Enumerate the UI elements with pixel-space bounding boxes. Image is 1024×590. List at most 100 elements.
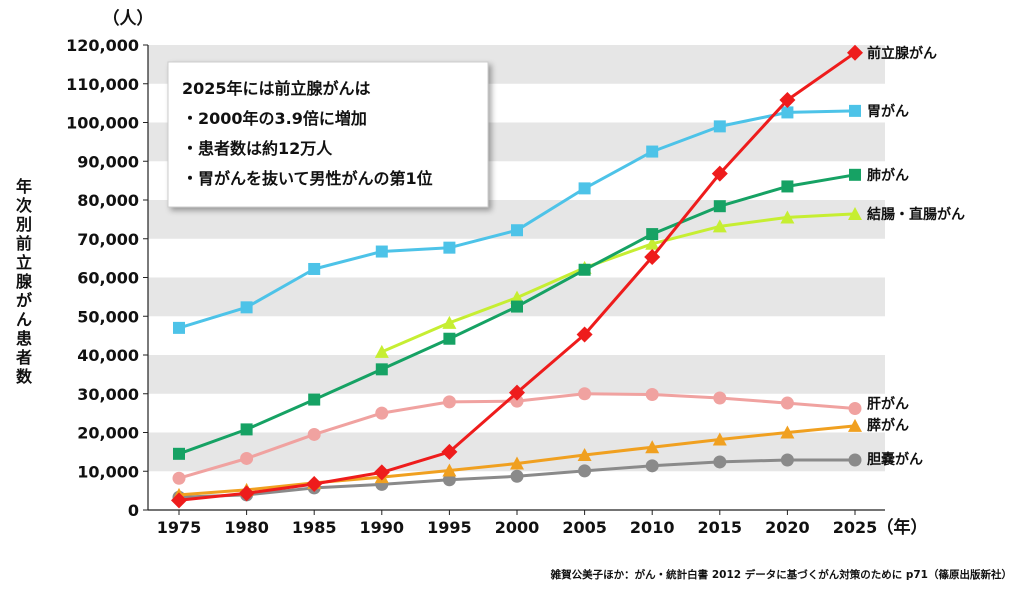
data-point bbox=[644, 248, 661, 265]
data-point bbox=[510, 394, 524, 408]
data-point bbox=[578, 464, 592, 478]
series-label: 胃がん bbox=[867, 103, 909, 120]
data-point bbox=[306, 476, 323, 493]
data-point bbox=[173, 321, 185, 334]
y-tick-label: 0 bbox=[128, 501, 139, 520]
y-tick-label: 120,000 bbox=[66, 36, 139, 55]
data-point bbox=[511, 300, 523, 313]
data-point bbox=[780, 425, 795, 439]
data-point bbox=[578, 387, 592, 401]
series-label: 前立腺がん bbox=[867, 45, 937, 62]
data-point bbox=[373, 464, 390, 481]
x-unit-label: （年） bbox=[877, 517, 928, 538]
x-tick-label: 1990 bbox=[360, 518, 405, 537]
x-tick-label: 2000 bbox=[495, 518, 540, 537]
data-point bbox=[238, 485, 255, 502]
x-tick-label: 2015 bbox=[698, 518, 743, 537]
data-point bbox=[645, 236, 660, 250]
y-tick-label: 60,000 bbox=[77, 269, 139, 288]
data-point bbox=[849, 168, 861, 181]
data-point bbox=[375, 363, 388, 376]
data-point bbox=[848, 206, 862, 220]
data-point bbox=[712, 219, 727, 233]
y-unit-label: （人） bbox=[103, 8, 154, 29]
x-tick-label: 2005 bbox=[562, 518, 607, 537]
data-point bbox=[713, 120, 726, 133]
data-point bbox=[509, 384, 525, 401]
data-point bbox=[781, 106, 794, 119]
data-point bbox=[645, 388, 659, 402]
series-label: 肝がん bbox=[867, 395, 909, 412]
data-point bbox=[646, 145, 659, 158]
x-tick-label: 2010 bbox=[630, 518, 675, 537]
data-point bbox=[442, 473, 456, 487]
data-point bbox=[848, 418, 862, 432]
data-point bbox=[576, 326, 593, 343]
series-group bbox=[171, 44, 863, 509]
data-point bbox=[443, 332, 456, 345]
x-tick-label: 2020 bbox=[765, 518, 810, 537]
data-point bbox=[442, 315, 457, 329]
series-line bbox=[380, 212, 857, 354]
data-point bbox=[646, 228, 659, 241]
data-point bbox=[442, 395, 456, 409]
y-axis-label-char: 立 bbox=[16, 253, 32, 272]
data-point bbox=[849, 104, 861, 117]
annotation-box: 2025年には前立腺がんは ・2000年の3.9倍に増加 ・患者数は約12万人 … bbox=[167, 61, 489, 208]
data-point bbox=[713, 455, 727, 469]
data-point bbox=[240, 301, 253, 314]
note-line-1: 2025年には前立腺がんは bbox=[182, 79, 371, 98]
data-point bbox=[577, 447, 592, 461]
data-point bbox=[308, 262, 321, 275]
data-point bbox=[847, 44, 863, 61]
data-point bbox=[172, 471, 186, 485]
data-point bbox=[443, 241, 456, 254]
y-tick-label: 20,000 bbox=[77, 424, 139, 443]
data-point bbox=[711, 165, 728, 182]
data-point bbox=[375, 245, 388, 258]
data-point bbox=[713, 391, 727, 405]
y-axis-label-char: 別 bbox=[16, 215, 32, 234]
x-tick-label: 1985 bbox=[292, 518, 337, 537]
x-tick-label: 1975 bbox=[157, 518, 202, 537]
y-tick-label: 80,000 bbox=[77, 191, 139, 210]
data-point bbox=[441, 443, 458, 460]
data-point bbox=[848, 401, 862, 415]
data-point bbox=[780, 210, 795, 224]
data-point bbox=[645, 459, 659, 473]
y-axis-label-char: 前 bbox=[16, 234, 32, 253]
y-axis-label-char: が bbox=[16, 291, 32, 310]
y-tick-labels: 0 10,000 20,000 30,000 40,000 50,000 60,000 70,… bbox=[66, 36, 139, 520]
y-tick-label: 70,000 bbox=[77, 230, 139, 249]
series-label: 結腸・直腸がん bbox=[867, 206, 965, 223]
data-point bbox=[307, 427, 321, 441]
data-point bbox=[171, 492, 187, 509]
data-point bbox=[848, 453, 862, 467]
axes bbox=[143, 44, 885, 515]
y-axis-label-char: 数 bbox=[16, 367, 33, 386]
data-point bbox=[240, 423, 253, 436]
data-point bbox=[240, 451, 254, 465]
data-point bbox=[510, 290, 524, 304]
data-point bbox=[308, 393, 321, 406]
data-point bbox=[712, 432, 727, 446]
note-line-2: ・2000年の3.9倍に増加 bbox=[182, 109, 367, 128]
x-tick-labels: 1975 1980 1985 1990 1995 2000 2005 2010 2015 2020… bbox=[157, 518, 878, 537]
data-point bbox=[578, 263, 591, 276]
source-citation: 雑賀公美子ほか：がん・統計白書 2012 データに基づくがん対策のために p71… bbox=[550, 568, 1012, 581]
y-axis-label-char: ん bbox=[16, 310, 32, 329]
y-axis-label-char: 年 bbox=[16, 177, 32, 196]
series-label: 肺がん bbox=[867, 167, 909, 184]
y-axis-label-char: 者 bbox=[15, 348, 32, 367]
data-point bbox=[779, 92, 796, 109]
data-point bbox=[442, 463, 457, 477]
data-point bbox=[578, 182, 591, 195]
data-point bbox=[781, 180, 794, 193]
x-tick-label: 1995 bbox=[427, 518, 472, 537]
y-axis-label-char: 患 bbox=[16, 329, 32, 348]
annotation-box-bg bbox=[167, 61, 489, 208]
